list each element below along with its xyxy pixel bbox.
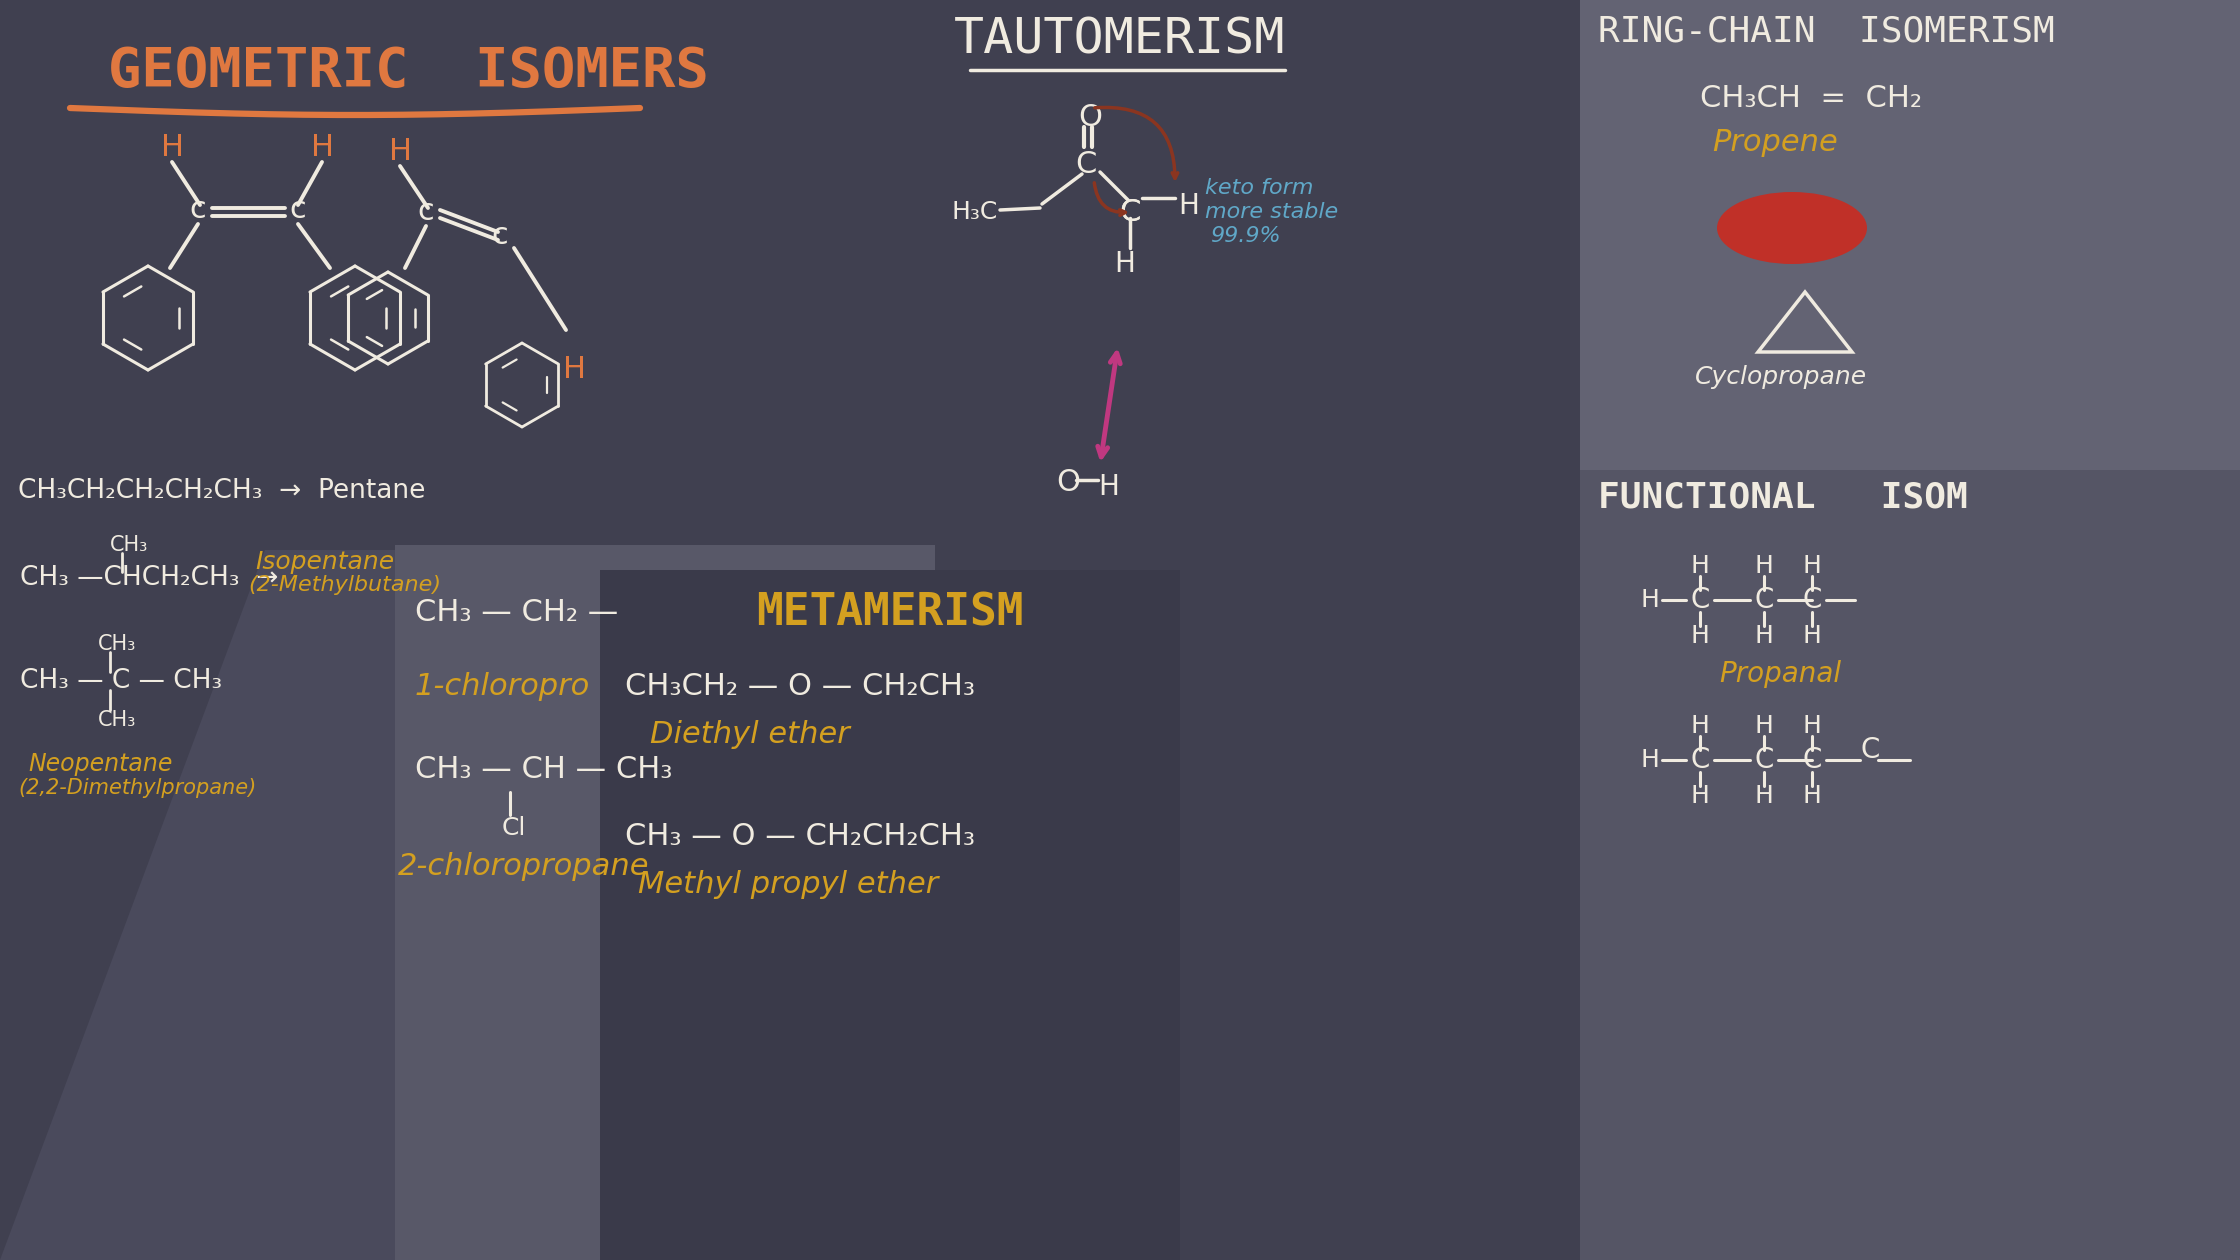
Text: H: H bbox=[161, 134, 184, 163]
Text: C: C bbox=[1859, 736, 1879, 764]
Text: CH₃ — O — CH₂CH₂CH₃: CH₃ — O — CH₂CH₂CH₃ bbox=[625, 822, 974, 850]
Text: C: C bbox=[1120, 198, 1140, 227]
Text: CH₃ — CH — CH₃: CH₃ — CH — CH₃ bbox=[414, 755, 672, 784]
Text: FUNCTIONAL   ISOM: FUNCTIONAL ISOM bbox=[1597, 480, 1967, 514]
Text: 99.9%: 99.9% bbox=[1210, 226, 1281, 246]
Text: C: C bbox=[1754, 746, 1774, 774]
Text: TAUTOMERISM: TAUTOMERISM bbox=[954, 15, 1286, 63]
Text: c: c bbox=[417, 198, 435, 227]
Text: RING-CHAIN  ISOMERISM: RING-CHAIN ISOMERISM bbox=[1597, 14, 2054, 48]
Text: C: C bbox=[1691, 586, 1709, 614]
Text: c: c bbox=[190, 195, 206, 224]
Text: H: H bbox=[311, 134, 334, 163]
Text: Isopentane: Isopentane bbox=[255, 551, 394, 575]
Text: CH₃CH  =  CH₂: CH₃CH = CH₂ bbox=[1700, 84, 1922, 113]
Text: H: H bbox=[1754, 714, 1774, 738]
Text: C: C bbox=[1754, 586, 1774, 614]
Text: H: H bbox=[1754, 784, 1774, 808]
Text: H: H bbox=[1754, 554, 1774, 578]
Text: H: H bbox=[1178, 192, 1198, 220]
Text: Methyl propyl ether: Methyl propyl ether bbox=[638, 869, 939, 898]
Text: Cyclopropane: Cyclopropane bbox=[1696, 365, 1868, 389]
Bar bbox=[600, 570, 1180, 1260]
Text: H: H bbox=[1116, 249, 1136, 278]
Text: H: H bbox=[388, 137, 412, 166]
Text: more stable: more stable bbox=[1205, 202, 1337, 222]
Text: and: and bbox=[1763, 213, 1821, 242]
Text: H: H bbox=[1803, 714, 1821, 738]
Text: C: C bbox=[1075, 150, 1098, 179]
Text: GEOMETRIC  ISOMERS: GEOMETRIC ISOMERS bbox=[108, 45, 708, 98]
Text: CH₃ —CHCH₂CH₃  →: CH₃ —CHCH₂CH₃ → bbox=[20, 564, 278, 591]
Text: H: H bbox=[1691, 714, 1709, 738]
Text: H: H bbox=[1691, 624, 1709, 648]
Text: (2-Methylbutane): (2-Methylbutane) bbox=[249, 575, 441, 595]
Bar bbox=[394, 546, 934, 1260]
Text: CH₃ — CH₂ —: CH₃ — CH₂ — bbox=[414, 598, 618, 627]
Text: H: H bbox=[1754, 624, 1774, 648]
Text: H: H bbox=[1640, 588, 1660, 612]
Text: C: C bbox=[1120, 198, 1140, 227]
Text: Neopentane: Neopentane bbox=[27, 752, 172, 776]
Text: Propene: Propene bbox=[1711, 129, 1837, 158]
Text: CH₃: CH₃ bbox=[110, 536, 148, 554]
Text: Propanal: Propanal bbox=[1718, 660, 1841, 688]
Text: CH₃: CH₃ bbox=[99, 634, 137, 654]
Ellipse shape bbox=[1718, 192, 1866, 265]
Polygon shape bbox=[0, 551, 950, 1260]
Text: Diethyl ether: Diethyl ether bbox=[650, 719, 849, 748]
Text: H: H bbox=[1691, 784, 1709, 808]
Text: 2-chloropropane: 2-chloropropane bbox=[399, 852, 650, 881]
Text: O: O bbox=[1077, 103, 1102, 132]
Text: CH₃CH₂CH₂CH₂CH₃  →  Pentane: CH₃CH₂CH₂CH₂CH₃ → Pentane bbox=[18, 478, 426, 504]
Text: Cl: Cl bbox=[502, 816, 526, 840]
Text: H: H bbox=[1098, 472, 1118, 501]
Text: 1-chloropro: 1-chloropro bbox=[414, 672, 591, 701]
Text: C: C bbox=[1803, 746, 1821, 774]
Text: H: H bbox=[1803, 624, 1821, 648]
Text: keto form: keto form bbox=[1205, 178, 1313, 198]
Bar bbox=[1579, 470, 2240, 1260]
Text: CH₃CH₂ — O — CH₂CH₃: CH₃CH₂ — O — CH₂CH₃ bbox=[625, 672, 974, 701]
Text: CH₃ — C — CH₃: CH₃ — C — CH₃ bbox=[20, 668, 222, 694]
Text: c: c bbox=[491, 222, 508, 251]
Text: H: H bbox=[1803, 554, 1821, 578]
Text: H: H bbox=[1640, 748, 1660, 772]
Text: H: H bbox=[1803, 784, 1821, 808]
Bar bbox=[1579, 0, 2240, 470]
Text: H₃C: H₃C bbox=[952, 200, 999, 224]
Text: c: c bbox=[289, 195, 307, 224]
Text: CH₃: CH₃ bbox=[99, 709, 137, 730]
Text: METAMERISM: METAMERISM bbox=[757, 592, 1024, 635]
Text: C: C bbox=[1803, 586, 1821, 614]
Text: C: C bbox=[1691, 746, 1709, 774]
Text: H: H bbox=[564, 355, 587, 384]
Text: O: O bbox=[1055, 467, 1080, 496]
Text: H: H bbox=[1691, 554, 1709, 578]
Text: (2,2-Dimethylpropane): (2,2-Dimethylpropane) bbox=[18, 777, 255, 798]
